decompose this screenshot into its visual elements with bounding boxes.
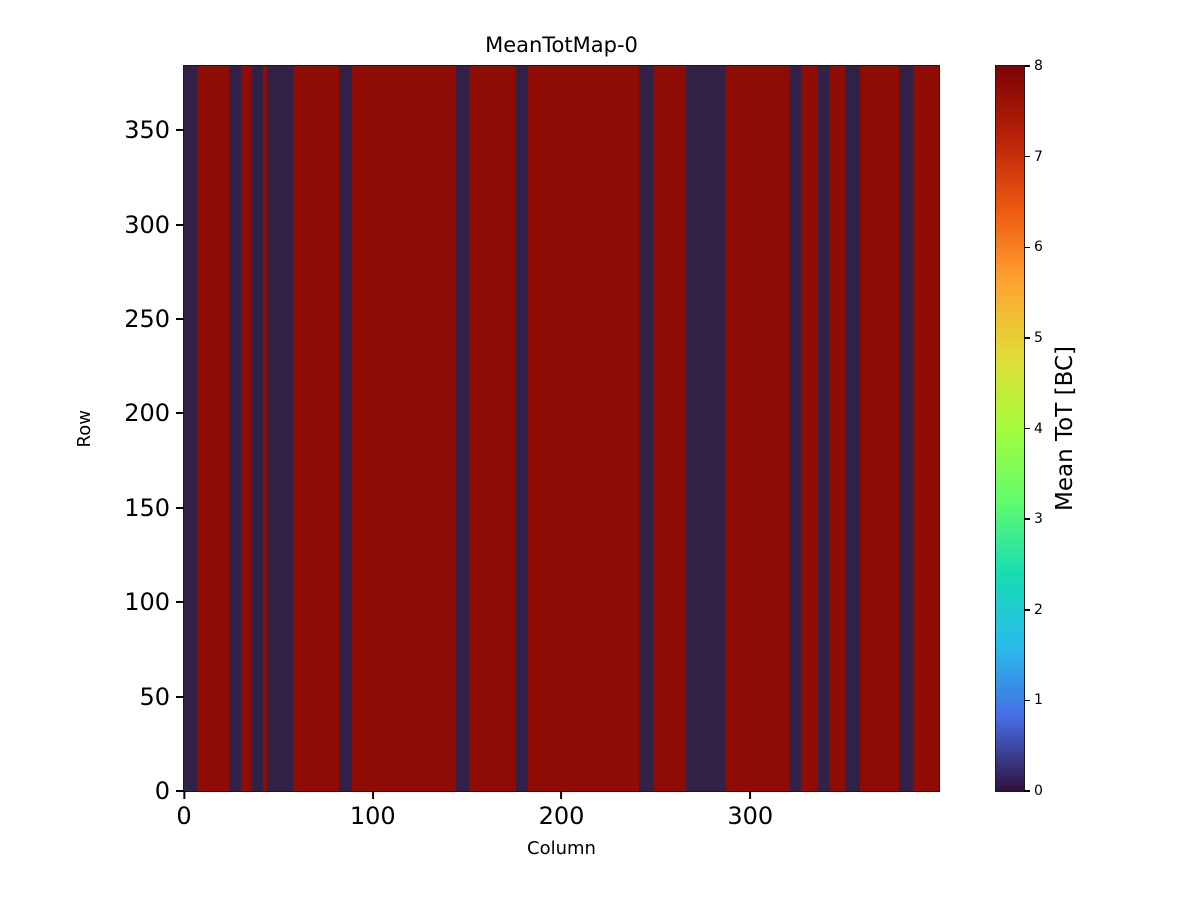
colorbar-tick-label: 7 <box>1034 148 1043 165</box>
colorbar-tick-label: 4 <box>1034 420 1043 437</box>
colorbar-tick-mark <box>1024 246 1030 248</box>
y-tick-label: 150 <box>124 493 170 522</box>
colorbar-tick: 8 <box>1024 58 1043 74</box>
colorbar-label: Mean ToT [BC] <box>1048 65 1082 792</box>
y-tick-mark <box>176 506 184 509</box>
y-tick-label: 50 <box>139 682 170 711</box>
colorbar-ticks: 0 1 2 3 4 5 6 7 8 <box>996 58 1043 799</box>
colorbar-tick: 6 <box>1024 239 1043 255</box>
y-tick-label: 100 <box>124 588 170 617</box>
y-tick-mark <box>176 223 184 226</box>
zero-column-band <box>251 66 264 791</box>
zero-column-band <box>184 66 198 791</box>
zero-column-band <box>338 66 352 791</box>
colorbar-tick: 5 <box>1024 330 1043 346</box>
y-tick-label: 250 <box>124 305 170 333</box>
colorbar-tick-mark <box>1024 65 1030 67</box>
colorbar-tick-label: 3 <box>1034 511 1043 528</box>
y-tick-label: 350 <box>124 116 170 145</box>
x-tick-mark <box>560 791 563 799</box>
colorbar-tick-mark <box>1024 337 1030 339</box>
y-tick: 200 <box>124 399 184 427</box>
colorbar-tick: 3 <box>1024 511 1043 527</box>
x-tick: 200 <box>538 791 585 830</box>
colorbar-tick-mark <box>1024 699 1030 702</box>
y-tick: 350 <box>124 116 184 144</box>
x-tick-label: 0 <box>176 802 192 830</box>
zero-column-band <box>844 66 860 791</box>
y-axis-label-text: Row <box>73 409 95 448</box>
colorbar-tick-mark <box>1024 518 1030 520</box>
x-tick-label: 300 <box>727 802 774 830</box>
colorbar-tick: 4 <box>1024 421 1043 437</box>
zero-column-band <box>818 66 830 791</box>
colorbar-label-text: Mean ToT [BC] <box>1052 346 1078 511</box>
x-tick-mark <box>749 791 752 799</box>
zero-column-band <box>229 66 241 791</box>
colorbar-tick-mark <box>1024 609 1030 611</box>
y-tick: 50 <box>139 683 184 711</box>
zero-column-band <box>638 66 654 791</box>
y-tick-mark <box>176 129 184 132</box>
y-axis-label: Row <box>72 65 96 792</box>
y-tick: 100 <box>124 588 184 616</box>
x-tick-label: 200 <box>538 802 585 830</box>
y-tick: 0 <box>155 777 184 805</box>
zero-column-band <box>455 66 469 791</box>
x-tick: 0 <box>176 791 192 830</box>
colorbar-tick-mark <box>1024 155 1030 158</box>
x-tick-mark <box>183 791 185 799</box>
colorbar-tick-label: 1 <box>1034 692 1043 709</box>
x-tick: 100 <box>350 791 396 830</box>
x-axis-label: Column <box>527 838 596 859</box>
heatmap-plot: 0 100 200 300 0 50 100 150 200 250 300 350 <box>124 65 940 830</box>
x-tick: 300 <box>727 791 773 830</box>
y-tick-label: 0 <box>154 777 170 805</box>
colorbar-tick: 1 <box>1024 692 1043 708</box>
y-tick-mark <box>176 695 184 698</box>
zero-column-band <box>899 66 913 791</box>
zero-column-band <box>686 66 726 791</box>
y-tick: 300 <box>124 211 184 239</box>
y-tick-label: 200 <box>124 399 170 428</box>
colorbar: 0 1 2 3 4 5 6 7 8 <box>995 58 1043 799</box>
colorbar-tick: 2 <box>1024 602 1043 618</box>
y-tick-mark <box>176 790 184 792</box>
y-tick-mark <box>176 601 184 604</box>
colorbar-tick-label: 5 <box>1034 329 1043 346</box>
colorbar-tick-label: 0 <box>1034 783 1043 799</box>
colorbar-tick-label: 8 <box>1034 58 1043 74</box>
x-tick-mark <box>371 791 374 799</box>
chart-title: MeanTotMap-0 <box>485 33 638 57</box>
colorbar-tick-label: 2 <box>1034 601 1043 618</box>
zero-column-band <box>267 66 294 791</box>
colorbar-tick-mark <box>1024 427 1030 430</box>
colorbar-tick: 7 <box>1024 149 1043 165</box>
zero-column-band <box>789 66 802 791</box>
y-tick: 150 <box>124 494 184 522</box>
y-tick-label: 300 <box>124 210 170 239</box>
y-tick-mark <box>176 318 184 320</box>
colorbar-tick: 0 <box>1024 783 1043 799</box>
zero-column-band <box>516 66 528 791</box>
y-tick-mark <box>176 412 184 415</box>
y-tick: 250 <box>124 305 184 333</box>
colorbar-tick-mark <box>1024 790 1030 792</box>
x-tick-label: 100 <box>349 802 396 830</box>
colorbar-tick-label: 6 <box>1034 239 1043 256</box>
